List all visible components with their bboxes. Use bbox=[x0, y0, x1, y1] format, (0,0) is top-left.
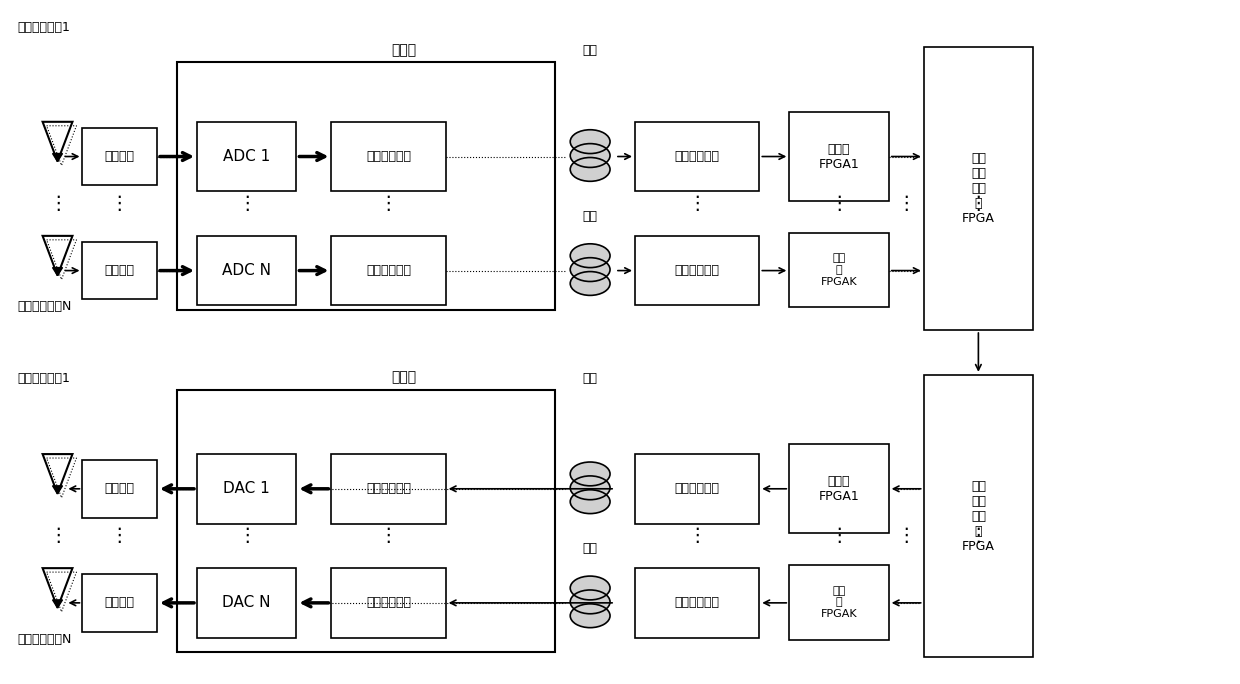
Text: ⋮: ⋮ bbox=[687, 526, 707, 545]
Text: ⋮: ⋮ bbox=[687, 194, 707, 213]
Bar bbox=[635, 122, 759, 192]
Text: 发射天线单元N: 发射天线单元N bbox=[17, 633, 72, 646]
Text: 光纤: 光纤 bbox=[583, 44, 598, 57]
Text: 光纤: 光纤 bbox=[583, 210, 598, 223]
Text: 光电转换模块: 光电转换模块 bbox=[366, 596, 410, 609]
Text: ⋮: ⋮ bbox=[897, 194, 915, 213]
Ellipse shape bbox=[570, 604, 610, 628]
Text: 光电转换模块: 光电转换模块 bbox=[366, 482, 410, 495]
Bar bbox=[82, 574, 157, 631]
Ellipse shape bbox=[570, 490, 610, 514]
Bar bbox=[635, 568, 759, 637]
Text: ⋮: ⋮ bbox=[237, 526, 257, 545]
Text: 激励端: 激励端 bbox=[392, 371, 417, 384]
Text: 采集端: 采集端 bbox=[392, 43, 417, 57]
Ellipse shape bbox=[570, 462, 610, 486]
Polygon shape bbox=[52, 486, 62, 494]
Ellipse shape bbox=[570, 476, 610, 500]
Text: ⋮: ⋮ bbox=[897, 526, 915, 545]
Text: 射频前端: 射频前端 bbox=[104, 596, 135, 609]
Text: ⋮: ⋮ bbox=[830, 526, 848, 545]
Bar bbox=[789, 233, 889, 307]
Text: 射频前端: 射频前端 bbox=[104, 264, 135, 277]
Bar bbox=[331, 122, 446, 192]
Text: DAC N: DAC N bbox=[222, 595, 270, 610]
Text: 发送
数据
处理
端
FPGA: 发送 数据 处理 端 FPGA bbox=[962, 479, 994, 553]
Text: 发射天线单元1: 发射天线单元1 bbox=[17, 371, 71, 384]
Text: 光电转换模块: 光电转换模块 bbox=[675, 264, 719, 277]
Text: 射频前端: 射频前端 bbox=[104, 150, 135, 163]
Text: ⋮: ⋮ bbox=[48, 194, 67, 213]
Ellipse shape bbox=[570, 144, 610, 168]
Bar bbox=[82, 460, 157, 518]
Text: 接收
端
FPGAK: 接收 端 FPGAK bbox=[821, 254, 857, 287]
Bar bbox=[177, 62, 556, 311]
Ellipse shape bbox=[570, 244, 610, 267]
Text: DAC 1: DAC 1 bbox=[223, 482, 270, 497]
Bar bbox=[789, 112, 889, 201]
Bar bbox=[331, 454, 446, 523]
Bar bbox=[331, 236, 446, 305]
Text: ⋮: ⋮ bbox=[830, 194, 848, 213]
Text: ⋮: ⋮ bbox=[378, 526, 398, 545]
Ellipse shape bbox=[570, 590, 610, 614]
Text: ⋮: ⋮ bbox=[237, 194, 257, 213]
Ellipse shape bbox=[570, 272, 610, 295]
Bar bbox=[331, 568, 446, 637]
Text: 光电转换模块: 光电转换模块 bbox=[675, 150, 719, 163]
Bar bbox=[635, 454, 759, 523]
Bar bbox=[197, 122, 296, 192]
Ellipse shape bbox=[570, 157, 610, 181]
Text: 电光转换模块: 电光转换模块 bbox=[366, 150, 410, 163]
Text: ADC 1: ADC 1 bbox=[223, 149, 270, 164]
Text: 电光转换模块: 电光转换模块 bbox=[675, 482, 719, 495]
Bar bbox=[197, 236, 296, 305]
Polygon shape bbox=[52, 267, 62, 276]
Text: ⋮: ⋮ bbox=[109, 194, 129, 213]
Text: 接收
数据
处理
端
FPGA: 接收 数据 处理 端 FPGA bbox=[962, 153, 994, 225]
Text: 电光转换模块: 电光转换模块 bbox=[675, 596, 719, 609]
Polygon shape bbox=[52, 153, 62, 161]
Ellipse shape bbox=[570, 576, 610, 600]
Bar bbox=[924, 47, 1033, 330]
Text: 发送端
FPGA1: 发送端 FPGA1 bbox=[818, 475, 859, 503]
Text: 接收天线单元N: 接收天线单元N bbox=[17, 300, 72, 313]
Bar bbox=[197, 568, 296, 637]
Bar bbox=[197, 454, 296, 523]
Ellipse shape bbox=[570, 130, 610, 153]
Bar bbox=[82, 242, 157, 300]
Text: 光纤: 光纤 bbox=[583, 371, 598, 384]
Text: 射频前端: 射频前端 bbox=[104, 482, 135, 495]
Text: ADC N: ADC N bbox=[222, 263, 272, 278]
Bar bbox=[924, 375, 1033, 657]
Text: 发送
端
FPGAK: 发送 端 FPGAK bbox=[821, 586, 857, 619]
Ellipse shape bbox=[570, 258, 610, 282]
Polygon shape bbox=[52, 600, 62, 608]
Text: 光纤: 光纤 bbox=[583, 542, 598, 555]
Text: 接收端
FPGA1: 接收端 FPGA1 bbox=[818, 142, 859, 170]
Bar bbox=[789, 565, 889, 640]
Text: ⋮: ⋮ bbox=[378, 194, 398, 213]
Bar bbox=[177, 390, 556, 653]
Text: ⋮: ⋮ bbox=[968, 526, 988, 545]
Text: ⋮: ⋮ bbox=[968, 194, 988, 213]
Bar bbox=[82, 128, 157, 185]
Bar bbox=[789, 444, 889, 534]
Text: ⋮: ⋮ bbox=[109, 526, 129, 545]
Text: 电光转换模块: 电光转换模块 bbox=[366, 264, 410, 277]
Bar bbox=[635, 236, 759, 305]
Text: 接收天线单元1: 接收天线单元1 bbox=[17, 21, 71, 34]
Text: ⋮: ⋮ bbox=[48, 526, 67, 545]
